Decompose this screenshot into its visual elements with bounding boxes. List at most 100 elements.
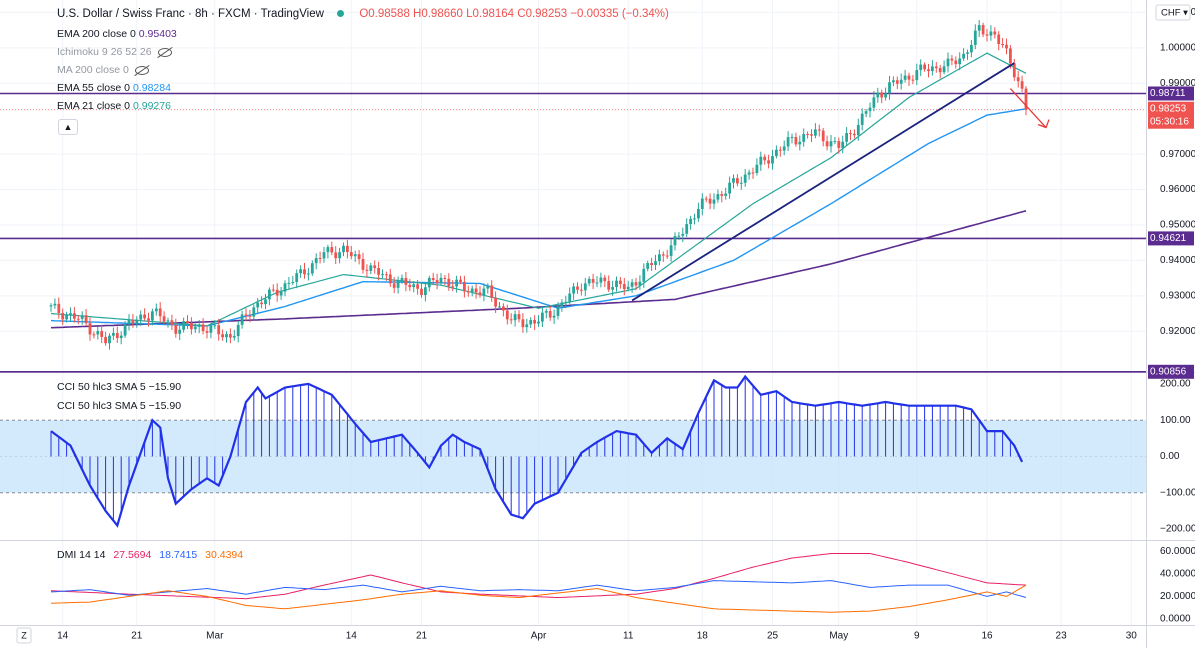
time-tick-label: 11 — [623, 631, 634, 642]
time-tick-label: 14 — [346, 631, 358, 642]
market-status-icon — [337, 10, 345, 18]
candle-body — [708, 198, 712, 204]
candle-body — [236, 324, 240, 337]
candle-body — [260, 302, 263, 305]
candle-body — [833, 141, 837, 143]
candle-body — [178, 329, 182, 334]
candle-body — [494, 297, 497, 307]
candle-body — [388, 274, 392, 284]
candle-body — [747, 172, 751, 175]
candle-body — [580, 289, 583, 291]
candle-body — [970, 44, 973, 53]
candle-body — [190, 323, 193, 330]
candle-body — [412, 284, 416, 288]
cci-line — [50, 374, 1024, 528]
candle-body — [864, 111, 868, 114]
hidden-eye-icon[interactable] — [134, 65, 149, 75]
candle-body — [630, 282, 634, 287]
dmi-tick-label: 20.0000 — [1160, 591, 1195, 602]
time-tick-label: 21 — [416, 631, 428, 642]
candle-body — [759, 156, 763, 165]
price-tick-label: 1.00000 — [1160, 42, 1195, 53]
candle-body — [217, 325, 221, 335]
time-tick-label: Mar — [206, 631, 224, 642]
candle-body — [431, 278, 435, 281]
legend-cci-2[interactable]: CCI 50 hlc3 SMA 5 −15.90 — [57, 399, 181, 413]
candle-body — [229, 334, 232, 338]
hidden-eye-icon[interactable] — [157, 47, 172, 57]
candle-body — [447, 278, 451, 287]
candle-body — [950, 58, 954, 61]
candle-body — [1005, 44, 1008, 49]
candle-body — [853, 133, 856, 136]
collapse-legend-button[interactable]: ▲ — [58, 119, 78, 135]
candle-body — [213, 325, 217, 327]
legend-ema21[interactable]: EMA 21 close 0 0.99276 — [57, 99, 171, 113]
candle-body — [193, 326, 197, 330]
currency-selector — [1155, 4, 1191, 21]
candle-body — [650, 263, 653, 265]
dmi-tick-label: 60.0000 — [1160, 546, 1195, 557]
candle-body — [353, 254, 357, 257]
candle-body — [736, 178, 739, 184]
timezone-button — [16, 627, 32, 644]
candle-body — [907, 75, 911, 80]
dmi-tick-label: 40.0000 — [1160, 568, 1195, 579]
candle-body — [634, 282, 638, 286]
legend-ema55[interactable]: EMA 55 close 0 0.98284 — [57, 81, 171, 95]
level-price-badge — [1148, 364, 1194, 379]
candle-body — [147, 318, 150, 321]
candle-body — [931, 66, 934, 72]
time-tick-label: 9 — [914, 631, 920, 642]
legend-cci-1[interactable]: CCI 50 hlc3 SMA 5 −15.90 — [57, 380, 181, 394]
candle-body — [560, 302, 564, 307]
candle-body — [934, 66, 938, 69]
candle-body — [919, 64, 923, 71]
candle-body — [669, 245, 673, 256]
legend-dmi[interactable]: DMI 14 14 27.5694 18.7415 30.4394 — [57, 548, 243, 562]
price-tick-label: 0.94000 — [1160, 255, 1195, 266]
level-price-text: 0.90856 — [1150, 366, 1187, 377]
candle-body — [205, 331, 209, 333]
time-tick-label: 14 — [57, 631, 69, 642]
candle-body — [782, 146, 786, 151]
candle-body — [888, 82, 891, 94]
symbol-title[interactable]: U.S. Dollar / Swiss Franc · 8h · FXCM · … — [57, 8, 324, 20]
legend-dmi-label: DMI 14 14 — [57, 549, 106, 561]
candle-body — [502, 306, 505, 311]
candle-body — [275, 289, 279, 296]
candle-body — [962, 53, 965, 59]
candle-body — [689, 218, 692, 225]
candle-body — [470, 288, 474, 292]
candle-body — [603, 277, 607, 282]
candle-body — [486, 285, 490, 289]
candle-body — [806, 133, 809, 135]
legend-ichimoku[interactable]: Ichimoku 9 26 52 26 — [57, 45, 172, 59]
time-tick-label: 30 — [1126, 631, 1138, 642]
candle-body — [115, 332, 119, 339]
price-tick-label: 0.92000 — [1160, 326, 1195, 337]
candle-body — [408, 284, 412, 288]
candle-body — [252, 307, 256, 317]
candle-body — [170, 320, 174, 325]
legend-ichimoku-label: Ichimoku 9 26 52 26 — [57, 46, 152, 58]
candle-body — [681, 233, 685, 236]
candle-body — [108, 335, 111, 344]
candle-body — [65, 314, 68, 320]
candle-body — [482, 288, 486, 296]
candle-body — [521, 319, 525, 328]
legend-dmi-v3: 30.4394 — [205, 549, 244, 561]
candle-body — [271, 289, 275, 291]
candle-body — [541, 312, 544, 322]
candle-body — [232, 336, 236, 338]
legend-ma200[interactable]: MA 200 close 0 — [57, 63, 149, 77]
candle-body — [716, 194, 720, 200]
candle-body — [404, 278, 408, 285]
candle-body — [416, 284, 419, 289]
legend-ema200[interactable]: EMA 200 close 0 0.95403 — [57, 27, 177, 41]
ohlc-readout: O0.98588 H0.98660 L0.98164 C0.98253 −0.0… — [359, 8, 669, 20]
candle-body — [946, 58, 950, 67]
candle-body — [876, 92, 880, 98]
legend-dmi-v2: 18.7415 — [159, 549, 198, 561]
